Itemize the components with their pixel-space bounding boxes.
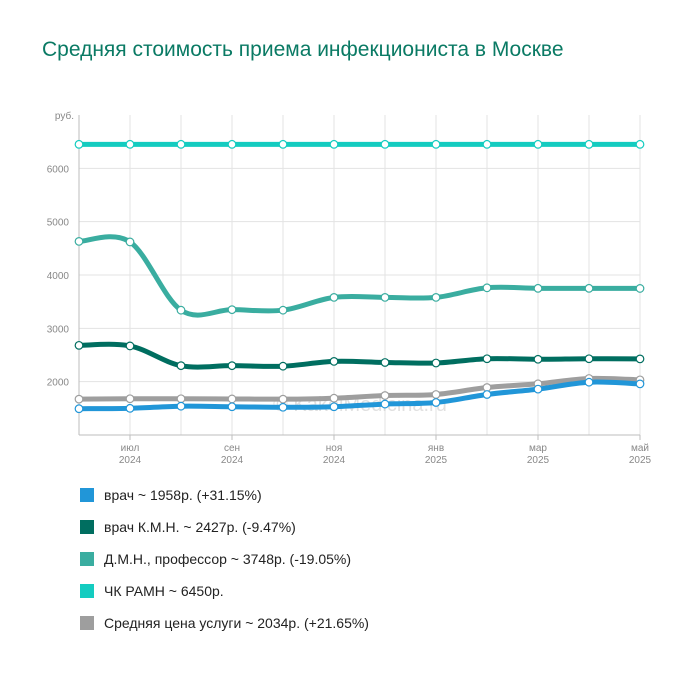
data-point[interactable] xyxy=(431,390,441,399)
x-tick-month: июл xyxy=(121,443,140,454)
legend-swatch xyxy=(80,519,94,534)
data-point[interactable] xyxy=(431,139,441,149)
data-point[interactable] xyxy=(74,340,84,350)
data-point[interactable] xyxy=(278,361,288,371)
data-point[interactable] xyxy=(584,139,594,149)
legend-swatch xyxy=(80,551,94,566)
data-point[interactable] xyxy=(278,305,288,315)
data-point[interactable] xyxy=(533,283,543,293)
series-points[interactable] xyxy=(74,139,645,414)
data-point[interactable] xyxy=(278,139,288,149)
y-tick-label: 3000 xyxy=(47,324,70,335)
data-point[interactable] xyxy=(635,379,645,389)
legend-item[interactable]: врач К.М.Н. ~ 2427р. (-9.47%) xyxy=(80,516,369,537)
data-point[interactable] xyxy=(227,139,237,149)
data-point[interactable] xyxy=(125,403,135,413)
legend: врач ~ 1958р. (+31.15%) врач К.М.Н. ~ 242… xyxy=(80,484,369,644)
data-point[interactable] xyxy=(278,394,288,404)
data-point[interactable] xyxy=(482,139,492,149)
data-point[interactable] xyxy=(176,401,186,411)
data-point[interactable] xyxy=(227,394,237,404)
data-point[interactable] xyxy=(380,293,390,302)
data-point[interactable] xyxy=(329,293,339,302)
series-lines[interactable] xyxy=(76,141,643,412)
data-point[interactable] xyxy=(635,354,645,364)
data-point[interactable] xyxy=(635,284,645,293)
data-point[interactable] xyxy=(125,341,135,351)
x-tick-month: ноя xyxy=(326,443,343,454)
legend-label: врач ~ 1958р. (+31.15%) xyxy=(104,486,262,503)
series-line-2[interactable] xyxy=(76,341,643,370)
legend-item[interactable]: Средняя цена услуги ~ 2034р. (+21.65%) xyxy=(80,612,369,633)
y-tick-label: 6000 xyxy=(47,164,70,175)
series-line-3[interactable] xyxy=(76,234,643,318)
data-point[interactable] xyxy=(584,377,594,387)
data-point[interactable] xyxy=(533,384,543,394)
data-point[interactable] xyxy=(482,354,492,364)
legend-swatch xyxy=(80,615,94,630)
data-point[interactable] xyxy=(125,139,135,149)
data-point[interactable] xyxy=(125,237,135,247)
data-point[interactable] xyxy=(176,361,186,371)
legend-item[interactable]: ЧК РАМН ~ 6450р. xyxy=(80,580,369,601)
data-point[interactable] xyxy=(431,358,441,368)
legend-label: Д.М.Н., профессор ~ 3748р. (-19.05%) xyxy=(104,550,352,567)
data-point[interactable] xyxy=(431,398,441,407)
data-point[interactable] xyxy=(533,139,543,149)
data-point[interactable] xyxy=(74,236,84,246)
data-point[interactable] xyxy=(584,283,594,293)
data-point[interactable] xyxy=(278,402,288,412)
x-tick-year: 2025 xyxy=(425,455,448,466)
data-point[interactable] xyxy=(329,139,339,149)
data-point[interactable] xyxy=(431,293,441,302)
data-point[interactable] xyxy=(380,391,390,400)
data-point[interactable] xyxy=(74,404,84,414)
y-tick-labels: 2000 3000 4000 5000 6000 xyxy=(47,164,70,388)
x-tick-year: 2025 xyxy=(527,455,550,466)
data-point[interactable] xyxy=(380,139,390,149)
y-tick-label: 5000 xyxy=(47,218,70,229)
data-point[interactable] xyxy=(176,305,186,315)
legend-label: врач К.М.Н. ~ 2427р. (-9.47%) xyxy=(104,518,296,535)
data-point[interactable] xyxy=(584,354,594,364)
legend-label: ЧК РАМН ~ 6450р. xyxy=(104,582,224,599)
data-point[interactable] xyxy=(227,361,237,371)
x-tick-month: янв xyxy=(428,443,444,454)
data-point[interactable] xyxy=(482,390,492,399)
legend-label: Средняя цена услуги ~ 2034р. (+21.65%) xyxy=(104,614,369,631)
data-point[interactable] xyxy=(329,357,339,366)
data-point[interactable] xyxy=(635,139,645,149)
y-tick-label: 2000 xyxy=(47,378,70,389)
data-point[interactable] xyxy=(482,283,492,293)
x-tick-year: 2024 xyxy=(221,455,244,466)
legend-item[interactable]: Д.М.Н., профессор ~ 3748р. (-19.05%) xyxy=(80,548,369,569)
data-point[interactable] xyxy=(329,402,339,412)
y-axis-unit: руб. xyxy=(55,110,74,122)
data-point[interactable] xyxy=(380,358,390,367)
x-tick-year: 2024 xyxy=(323,455,346,466)
data-point[interactable] xyxy=(533,354,543,364)
legend-item[interactable]: врач ~ 1958р. (+31.15%) xyxy=(80,484,369,505)
x-tick-year: 2025 xyxy=(629,455,652,466)
data-point[interactable] xyxy=(380,399,390,409)
legend-swatch xyxy=(80,583,94,598)
chart-title: Средняя стоимость приема инфекциониста в… xyxy=(42,38,564,61)
data-point[interactable] xyxy=(329,393,339,403)
grid-lines xyxy=(78,115,641,440)
data-point[interactable] xyxy=(74,139,84,149)
legend-swatch xyxy=(80,487,94,502)
x-tick-month: май xyxy=(631,443,649,454)
data-point[interactable] xyxy=(227,305,237,315)
x-tick-labels: июл2024сен2024ноя2024янв2025мар2025май20… xyxy=(119,443,652,466)
data-point[interactable] xyxy=(227,402,237,412)
data-point[interactable] xyxy=(125,394,135,404)
x-tick-month: сен xyxy=(224,443,240,454)
data-point[interactable] xyxy=(74,394,84,404)
data-point[interactable] xyxy=(176,139,186,149)
x-tick-year: 2024 xyxy=(119,455,142,466)
y-tick-label: 4000 xyxy=(47,271,70,282)
x-tick-month: мар xyxy=(529,443,547,454)
data-point[interactable] xyxy=(176,394,186,404)
